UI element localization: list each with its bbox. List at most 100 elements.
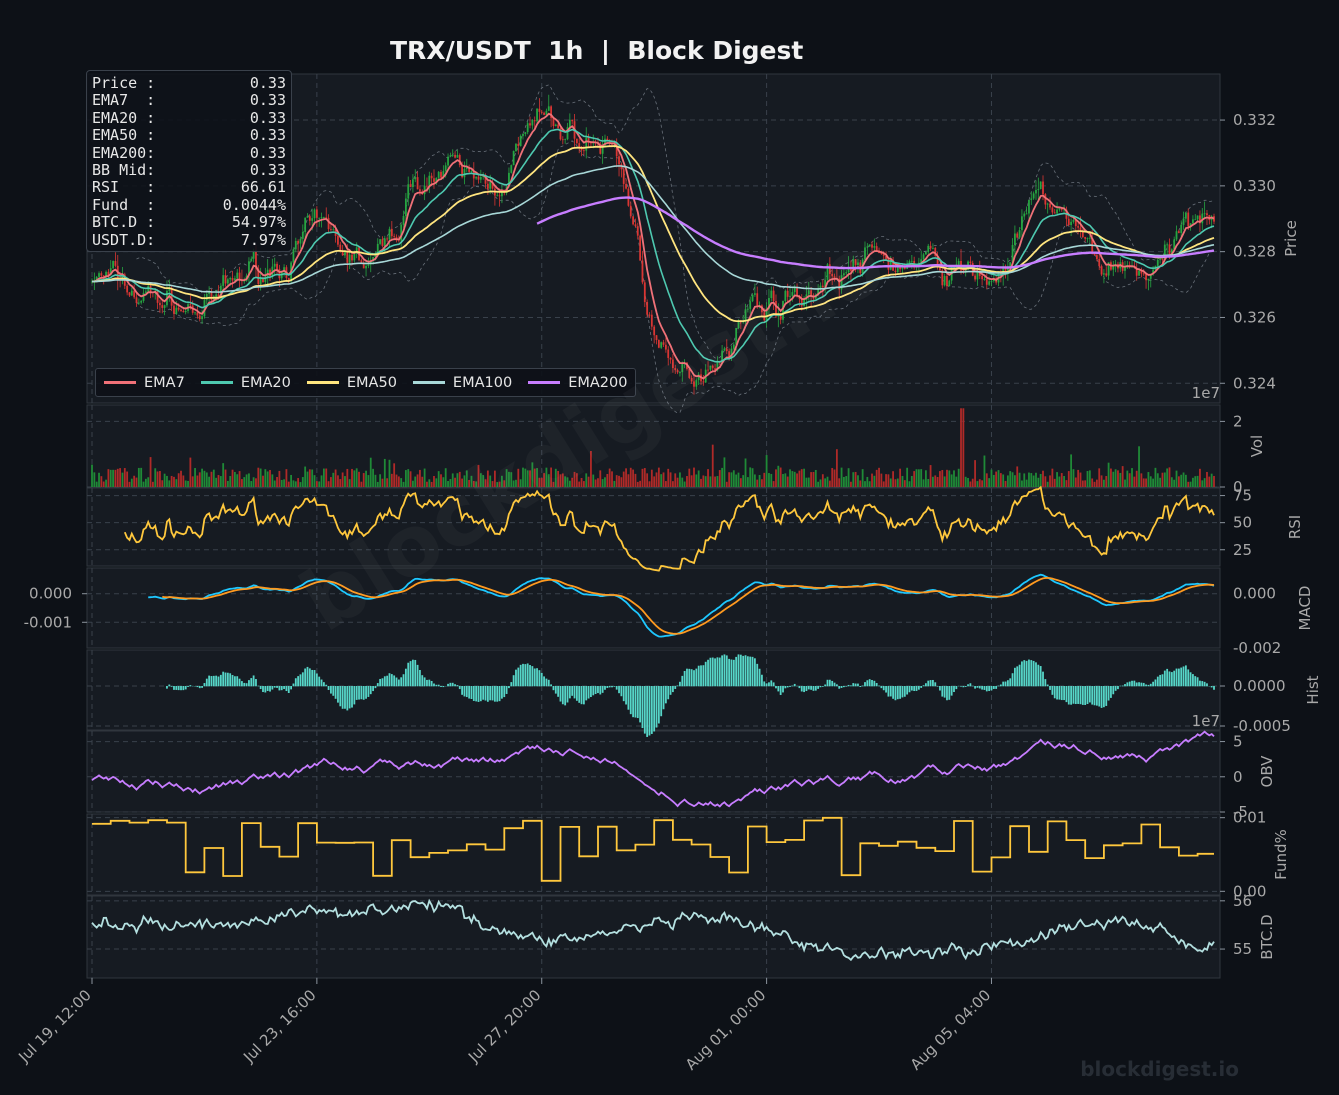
volume-bar (999, 473, 1002, 487)
volume-bar (233, 471, 236, 487)
candle-body (301, 231, 304, 239)
histogram-bar (280, 686, 283, 691)
histogram-bar (639, 686, 642, 723)
volume-bar (447, 481, 449, 487)
histogram-bar (297, 676, 300, 687)
volume-bar (419, 469, 421, 487)
histogram-bar (1149, 683, 1152, 687)
volume-bar (1088, 470, 1091, 487)
histogram-bar (1088, 686, 1091, 703)
candle-body (660, 342, 663, 348)
candle-body (1187, 212, 1190, 227)
volume-bar (1135, 470, 1138, 487)
candle-body (353, 253, 356, 261)
volume-bar (390, 473, 393, 487)
volume-bar (571, 477, 574, 487)
candle-body (372, 257, 374, 261)
candle-body (1023, 213, 1026, 217)
histogram-bar (1180, 667, 1183, 687)
volume-bar (454, 477, 456, 487)
candle-body (601, 145, 604, 154)
volume-bar (1002, 474, 1005, 487)
candle-body (643, 282, 646, 302)
candle-body (1035, 189, 1037, 194)
histogram-bar (264, 686, 267, 693)
volume-bar (1044, 476, 1047, 487)
volume-bar (1213, 475, 1215, 487)
candle-body (229, 277, 232, 280)
histogram-bar (847, 684, 850, 687)
volume-bar (662, 472, 665, 487)
candle-body (1095, 255, 1098, 259)
histogram-bar (332, 686, 335, 696)
histogram-bar (725, 655, 728, 687)
histogram-bar (765, 683, 768, 687)
histogram-bar (1032, 660, 1035, 687)
histogram-bar (358, 686, 360, 700)
volume-bar (693, 467, 695, 487)
histogram-bar (479, 686, 482, 702)
volume-bar (306, 471, 309, 487)
volume-bar (634, 473, 637, 487)
volume-bar (1056, 472, 1058, 487)
y-axis-label: BTC.D (1258, 914, 1276, 959)
volume-bar (536, 468, 538, 487)
volume-bar (550, 467, 553, 487)
volume-bar (604, 477, 606, 487)
candle-body (1152, 269, 1154, 275)
volume-bar (313, 475, 316, 487)
histogram-bar (920, 686, 923, 688)
candle-body (468, 167, 471, 172)
panel-frame-obv (86, 730, 1221, 813)
volume-bar (369, 457, 372, 487)
candle-body (1006, 267, 1009, 273)
volume-bar (857, 475, 859, 487)
histogram-bar (796, 685, 798, 687)
info-row: EMA7 : 0.33 (92, 91, 286, 109)
volume-bar (1004, 480, 1007, 487)
legend-item-ema50: EMA50 (306, 375, 397, 391)
candle-body (98, 273, 100, 277)
volume-bar (402, 481, 405, 487)
histogram-bar (695, 668, 698, 687)
histogram-bar (395, 677, 398, 687)
volume-bar (711, 444, 714, 487)
volume-bar (814, 469, 817, 487)
candle-body (1163, 244, 1166, 260)
volume-bar (170, 475, 173, 487)
candle-body (599, 144, 602, 154)
volume-bar (346, 468, 349, 487)
histogram-bar (1182, 666, 1185, 687)
volume-bar (1173, 479, 1176, 487)
candle-body (922, 254, 925, 260)
volume-bar (714, 476, 716, 487)
histogram-bar (477, 686, 480, 702)
histogram-bar (175, 686, 178, 690)
histogram-bar (262, 686, 264, 693)
histogram-bar (807, 686, 810, 690)
candle-body (899, 266, 902, 270)
y-tick-label: 0.328 (1233, 243, 1276, 261)
histogram-bar (824, 684, 827, 687)
histogram-bar (362, 686, 365, 700)
volume-bar (929, 465, 932, 487)
histogram-bar (1154, 679, 1157, 687)
histogram-bar (690, 669, 693, 687)
volume-bar (486, 470, 489, 487)
volume-bar (782, 474, 784, 487)
histogram-bar (493, 686, 496, 702)
histogram-bar (978, 686, 981, 689)
histogram-bar (430, 680, 433, 687)
candle-body (236, 272, 239, 279)
candle-body (873, 246, 876, 248)
candle-body (875, 246, 878, 251)
histogram-bar (613, 686, 616, 687)
candle-body (1086, 238, 1089, 240)
volume-bar (934, 475, 937, 487)
histogram-bar (498, 686, 501, 702)
candle-body (294, 241, 297, 250)
candle-body (346, 252, 349, 263)
histogram-bar (1035, 662, 1037, 687)
histogram-bar (486, 686, 489, 702)
volume-bar (843, 476, 845, 487)
